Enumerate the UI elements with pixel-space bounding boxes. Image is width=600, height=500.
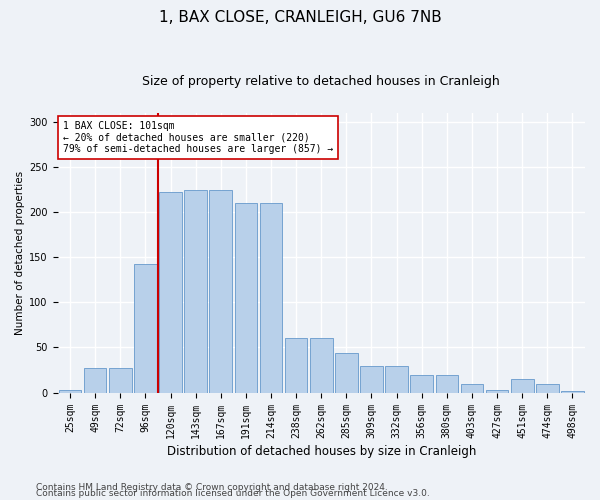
Bar (536, 384, 559, 392)
Bar (59, 390, 82, 392)
Bar (335, 353, 358, 393)
Bar (109, 368, 131, 392)
Bar (285, 338, 307, 392)
Bar (184, 190, 207, 392)
Bar (260, 203, 283, 392)
Bar (84, 368, 106, 392)
Bar (486, 390, 508, 392)
Text: 1, BAX CLOSE, CRANLEIGH, GU6 7NB: 1, BAX CLOSE, CRANLEIGH, GU6 7NB (158, 10, 442, 25)
Text: Contains public sector information licensed under the Open Government Licence v3: Contains public sector information licen… (36, 490, 430, 498)
Bar (436, 376, 458, 392)
Bar (134, 264, 157, 392)
Bar (235, 203, 257, 392)
Bar (561, 391, 584, 392)
X-axis label: Distribution of detached houses by size in Cranleigh: Distribution of detached houses by size … (167, 444, 476, 458)
Bar (410, 376, 433, 392)
Bar (209, 190, 232, 392)
Bar (360, 366, 383, 392)
Title: Size of property relative to detached houses in Cranleigh: Size of property relative to detached ho… (142, 75, 500, 88)
Bar (511, 379, 533, 392)
Bar (310, 338, 332, 392)
Bar (385, 366, 408, 392)
Text: Contains HM Land Registry data © Crown copyright and database right 2024.: Contains HM Land Registry data © Crown c… (36, 484, 388, 492)
Y-axis label: Number of detached properties: Number of detached properties (15, 170, 25, 334)
Text: 1 BAX CLOSE: 101sqm
← 20% of detached houses are smaller (220)
79% of semi-detac: 1 BAX CLOSE: 101sqm ← 20% of detached ho… (63, 121, 333, 154)
Bar (461, 384, 483, 392)
Bar (159, 192, 182, 392)
